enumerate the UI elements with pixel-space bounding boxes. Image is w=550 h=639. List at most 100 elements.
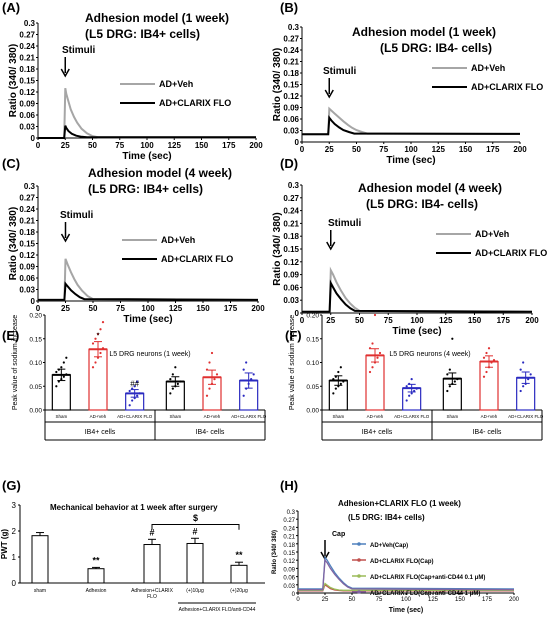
x-tick-label: 150 [196, 304, 210, 313]
data-point [171, 373, 174, 376]
category-label: Sham [55, 414, 67, 419]
stimulus-arrowhead [60, 233, 71, 243]
x-tick-label: 125 [432, 145, 446, 154]
data-point [101, 347, 105, 350]
x-tick-label: 50 [89, 304, 98, 313]
data-point [373, 313, 377, 317]
y-tick-label: 0.27 [19, 194, 35, 203]
data-point [171, 387, 174, 390]
category-label: AD+CLARIX FLO [508, 414, 544, 419]
y-tick-label: 0.09 [283, 104, 299, 113]
data-point [368, 347, 372, 350]
series-line-1 [302, 266, 533, 313]
data-point [210, 382, 214, 385]
data-point [176, 382, 179, 385]
data-point [242, 394, 245, 397]
x-axis-label: Time (sec) [123, 314, 172, 325]
category-label: Adhesion [86, 588, 107, 594]
data-point [492, 359, 496, 362]
y-tick-label: 0 [12, 579, 17, 588]
x-tick-label: 25 [61, 141, 70, 150]
y-tick-label: 0.15 [19, 77, 35, 86]
bar [479, 360, 499, 411]
data-point [128, 389, 131, 393]
stimulus-label: Stimuli [328, 218, 362, 229]
data-point [179, 380, 182, 383]
significance-mark: # [192, 526, 197, 536]
y-tick-label: 0.18 [19, 65, 35, 74]
significance-mark: # [149, 527, 154, 537]
data-point [456, 378, 459, 381]
x-tick-label: 0 [36, 304, 41, 313]
chart-title: Adhesion model (4 week) [88, 166, 232, 180]
data-point [378, 351, 382, 355]
y-tick-label: 0.09 [283, 567, 295, 573]
y-axis-label: Ratio (340/ 380) [272, 530, 278, 574]
data-point [410, 392, 413, 395]
data-point [527, 378, 530, 381]
y-tick-label: 0.21 [283, 58, 299, 67]
y-tick-label: 0.21 [19, 54, 35, 63]
chart-subtitle: (L5 DRG: IB4+ cells) [348, 513, 425, 522]
legend-entry: AD+CLARIX FLO(Cap+anti-CD44 0.1 μM) [370, 575, 485, 581]
legend-marker [357, 542, 361, 546]
data-point [448, 368, 451, 371]
y-tick-label: 0.15 [283, 245, 299, 254]
y-tick-label: 0.15 [29, 336, 42, 343]
data-point [332, 378, 335, 381]
data-point [215, 373, 219, 376]
legend-entry: AD+Veh [471, 63, 505, 73]
data-point [451, 337, 454, 340]
x-axis-label: Time (sec) [122, 151, 171, 162]
data-point [60, 366, 63, 369]
data-point [453, 380, 456, 383]
y-tick-label: 0 [31, 297, 36, 306]
x-tick-label: 50 [88, 141, 97, 150]
category-label: (+)20μg [230, 588, 248, 594]
data-point [136, 380, 139, 383]
chart-title: Adhesion model (4 week) [358, 181, 502, 195]
y-tick-label: 0.21 [283, 535, 295, 541]
x-tick-label: 175 [482, 597, 493, 603]
panel-d: (D) Adhesion model (4 week) (L5 DRG: IB4- … [272, 156, 547, 337]
x-tick-label: 175 [497, 316, 511, 325]
x-tick-label: 200 [251, 304, 265, 313]
y-tick-label: 0.18 [283, 232, 299, 241]
data-point [446, 373, 449, 376]
significance-bracket [151, 524, 240, 530]
x-tick-label: 175 [486, 145, 500, 154]
x-tick-label: 125 [169, 304, 183, 313]
x-tick-label: 75 [116, 304, 125, 313]
x-tick-label: 125 [168, 141, 182, 150]
x-tick-label: 50 [355, 316, 364, 325]
x-tick-label: 125 [439, 316, 453, 325]
data-point [487, 366, 491, 369]
data-point [169, 378, 172, 381]
y-tick-label: 0.12 [283, 559, 295, 565]
category-label: AD+CLARIX FLO [231, 414, 267, 419]
y-tick-label: 0.3 [288, 23, 300, 32]
data-point [482, 375, 486, 378]
y-tick-label: 2 [12, 527, 17, 536]
data-point [169, 392, 172, 395]
significance-mark: * [96, 332, 99, 341]
panel-h: (H) Adhesion+CLARIX FLO (1 week) (L5 DRG: … [272, 478, 520, 614]
x-tick-label: 0 [300, 145, 305, 154]
y-tick-label: 0.06 [19, 111, 35, 120]
chart-title: Adhesion+CLARIX FLO (1 week) [338, 499, 461, 508]
y-tick-label: 0.20 [29, 313, 42, 320]
bar [230, 564, 248, 584]
group-label: IB4- cells [196, 429, 225, 436]
data-point [522, 385, 525, 388]
chart-subtitle: (L5 DRG: IB4+ cells) [88, 182, 203, 196]
legend-entry: AD+Veh [161, 235, 195, 245]
category-label: (+)10μg [186, 588, 204, 594]
y-tick-label: 0.3 [24, 182, 36, 191]
y-axis-label: Ratio (340/ 380) [272, 212, 283, 285]
x-tick-label: 100 [404, 145, 418, 154]
panel-a: (A) Adhesion model (1 week) (L5 DRG: IB4+ … [2, 0, 263, 162]
data-point [405, 385, 408, 388]
y-tick-label: 0.24 [19, 42, 35, 51]
y-tick-label: 0.10 [306, 360, 319, 367]
